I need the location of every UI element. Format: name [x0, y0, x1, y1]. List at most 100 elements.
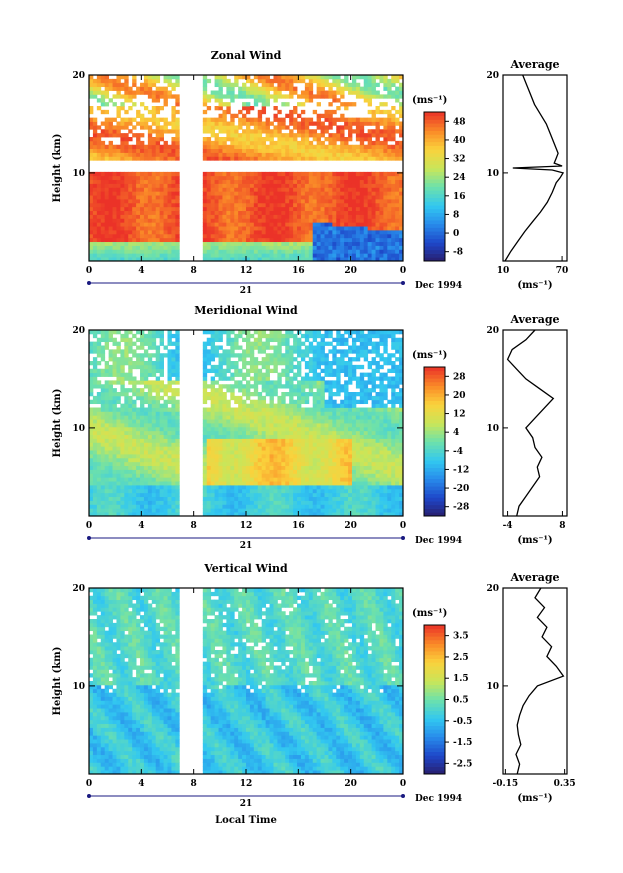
heatmap-cell: [387, 171, 392, 177]
heatmap-cell: [371, 82, 376, 88]
heatmap-cell: [96, 353, 102, 358]
heatmap-cell: [222, 241, 227, 246]
heatmap-cell: [151, 473, 157, 478]
heatmap-cell: [265, 148, 270, 153]
heatmap-cell: [328, 237, 333, 243]
heatmap-cell: [147, 481, 153, 486]
heatmap-cell: [140, 241, 145, 246]
heatmap-cell: [206, 156, 212, 161]
heatmap-cell: [253, 446, 259, 451]
heatmap-cell: [104, 492, 110, 498]
heatmap-cell: [132, 376, 137, 381]
heatmap-cell: [218, 512, 223, 517]
heatmap-cell: [273, 191, 278, 196]
heatmap-cell: [230, 341, 235, 346]
heatmap-cell: [104, 117, 110, 122]
heatmap-cell: [132, 454, 137, 459]
heatmap-cell: [281, 175, 286, 181]
heatmap-cell: [143, 384, 149, 389]
heatmap-cell: [273, 187, 278, 192]
heatmap-cell: [246, 450, 251, 455]
heatmap-cell: [379, 253, 384, 258]
heatmap-cell: [104, 341, 110, 346]
heatmap-cell: [383, 206, 388, 212]
heatmap-cell: [242, 121, 247, 126]
heatmap-cell: [143, 148, 149, 153]
heatmap-cell: [332, 214, 337, 219]
heatmap-cell: [147, 426, 153, 432]
heatmap-cell: [112, 403, 117, 408]
heatmap-cell: [202, 469, 208, 474]
heatmap-cell: [332, 78, 337, 84]
heatmap-cell: [355, 218, 361, 223]
heatmap-cell: [257, 206, 263, 212]
heatmap-cell: [277, 461, 282, 467]
heatmap-cell: [348, 199, 353, 204]
heatmap-cell: [171, 249, 176, 254]
heatmap-cell: [175, 407, 180, 412]
heatmap-cell: [230, 202, 235, 208]
heatmap-cell: [344, 121, 349, 126]
heatmap-cell: [128, 144, 133, 150]
heatmap-cell: [249, 237, 255, 243]
heatmap-cell: [132, 230, 137, 235]
heatmap-cell: [210, 341, 216, 346]
heatmap-cell: [143, 368, 149, 374]
heatmap-cell: [147, 500, 153, 505]
heatmap-cell: [128, 117, 133, 122]
heatmap-cell: [281, 465, 286, 470]
heatmap-cell: [132, 349, 137, 354]
heatmap-cell: [167, 78, 172, 84]
heatmap-cell: [249, 508, 255, 513]
heatmap-cell: [336, 78, 341, 84]
heatmap-cell: [391, 156, 396, 161]
heatmap-cell: [253, 233, 259, 239]
heatmap-cell: [202, 226, 208, 231]
heatmap-cell: [285, 368, 290, 374]
heatmap-cell: [222, 152, 227, 157]
heatmap-cell: [171, 485, 176, 490]
heatmap-cell: [375, 191, 380, 196]
heatmap-cell: [218, 438, 223, 443]
heatmap-cell: [92, 508, 98, 513]
heatmap-cell: [340, 78, 345, 84]
heatmap-cell: [269, 94, 274, 99]
heatmap-cell: [124, 191, 129, 196]
heatmap-cell: [253, 75, 259, 80]
heatmap-cell: [214, 222, 219, 227]
heatmap-cell: [300, 109, 306, 115]
heatmap-cell: [265, 492, 270, 498]
heatmap-cell: [124, 144, 129, 150]
heatmap-cell: [285, 241, 290, 246]
heatmap-cell: [167, 488, 172, 494]
heatmap-cell: [222, 183, 227, 188]
heatmap-cell: [328, 140, 333, 146]
heatmap-cell: [100, 90, 106, 95]
heatmap-cell: [226, 333, 231, 339]
heatmap-cell: [261, 187, 267, 192]
heatmap-cell: [304, 249, 310, 254]
heatmap-cell: [112, 454, 117, 459]
heatmap-cell: [124, 195, 129, 200]
heatmap-cell: [289, 488, 294, 494]
heatmap-cell: [151, 481, 157, 486]
heatmap-cell: [277, 403, 282, 408]
heatmap-cell: [210, 450, 216, 455]
heatmap-cell: [320, 148, 325, 153]
heatmap-cell: [147, 454, 153, 459]
heatmap-cell: [206, 430, 212, 436]
heatmap-cell: [297, 226, 302, 231]
heatmap-cell: [359, 156, 365, 161]
heatmap-cell: [348, 144, 353, 150]
heatmap-cell: [316, 195, 321, 200]
heatmap-cell: [100, 500, 106, 505]
heatmap-cell: [340, 195, 345, 200]
heatmap-cell: [395, 175, 400, 181]
heatmap-cell: [100, 237, 106, 243]
heatmap-cell: [116, 152, 121, 157]
heatmap-cell: [112, 210, 117, 215]
heatmap-cell: [328, 249, 333, 254]
heatmap-cell: [143, 485, 149, 490]
heatmap-cell: [202, 376, 208, 381]
heatmap-cell: [253, 253, 259, 258]
